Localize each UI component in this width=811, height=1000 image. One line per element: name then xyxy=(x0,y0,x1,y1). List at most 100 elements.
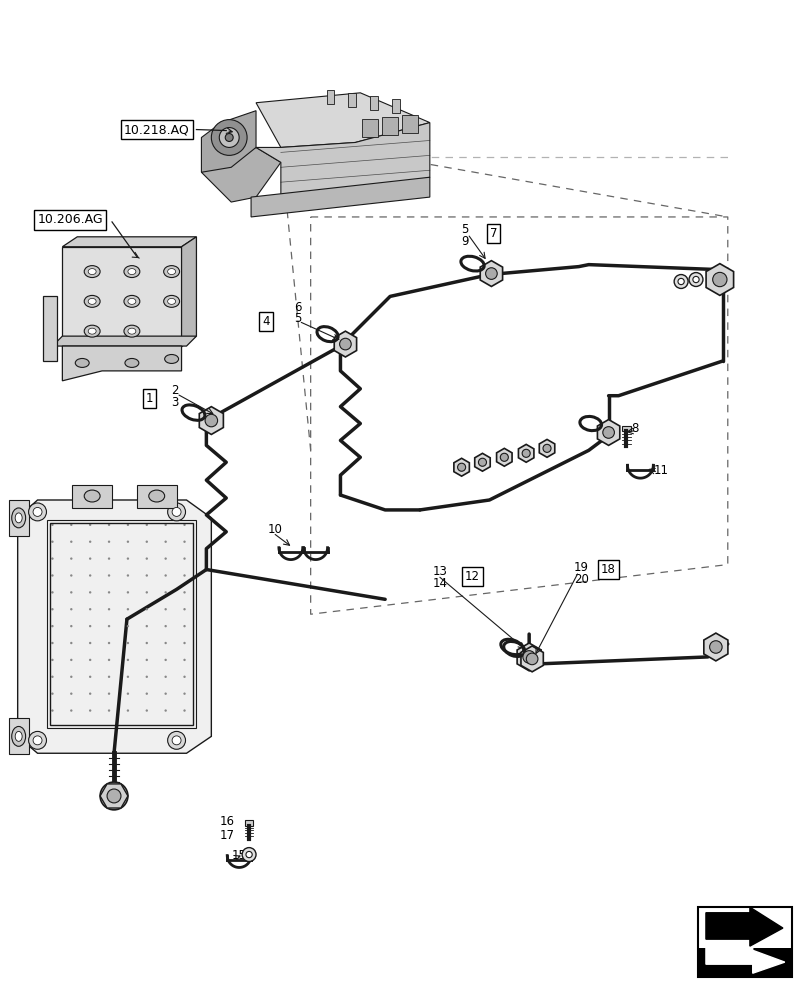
Text: 1: 1 xyxy=(146,392,153,405)
Circle shape xyxy=(522,651,534,663)
Circle shape xyxy=(127,557,129,560)
Text: 2: 2 xyxy=(171,384,179,397)
Polygon shape xyxy=(42,296,58,361)
Circle shape xyxy=(108,625,110,627)
Circle shape xyxy=(127,676,129,678)
Circle shape xyxy=(51,524,54,526)
Ellipse shape xyxy=(88,328,96,334)
Circle shape xyxy=(51,541,54,543)
Circle shape xyxy=(108,659,110,661)
Text: 17: 17 xyxy=(219,829,234,842)
Circle shape xyxy=(457,463,465,471)
Circle shape xyxy=(145,574,148,577)
Circle shape xyxy=(145,541,148,543)
Text: 7: 7 xyxy=(489,227,496,240)
Ellipse shape xyxy=(172,507,181,516)
Circle shape xyxy=(183,557,186,560)
Ellipse shape xyxy=(128,269,135,275)
Polygon shape xyxy=(474,453,490,471)
Ellipse shape xyxy=(167,731,185,749)
Circle shape xyxy=(145,625,148,627)
Bar xyxy=(362,119,378,137)
Circle shape xyxy=(70,709,72,712)
Text: 19: 19 xyxy=(573,561,588,574)
Circle shape xyxy=(165,557,166,560)
Circle shape xyxy=(70,625,72,627)
Circle shape xyxy=(165,642,166,644)
Ellipse shape xyxy=(15,731,22,741)
Polygon shape xyxy=(201,147,281,202)
Circle shape xyxy=(689,273,702,286)
Polygon shape xyxy=(517,444,534,462)
Ellipse shape xyxy=(124,266,139,278)
Circle shape xyxy=(339,338,351,350)
Polygon shape xyxy=(18,500,211,753)
Circle shape xyxy=(51,692,54,695)
Circle shape xyxy=(183,642,186,644)
Polygon shape xyxy=(255,123,429,197)
Circle shape xyxy=(165,709,166,712)
Polygon shape xyxy=(705,943,783,973)
Circle shape xyxy=(165,625,166,627)
Ellipse shape xyxy=(167,298,175,304)
Circle shape xyxy=(127,541,129,543)
Text: 18: 18 xyxy=(600,563,616,576)
Circle shape xyxy=(107,789,121,803)
Bar xyxy=(50,523,193,725)
Ellipse shape xyxy=(88,298,96,304)
Text: 6: 6 xyxy=(294,301,301,314)
Ellipse shape xyxy=(11,726,26,746)
Ellipse shape xyxy=(124,295,139,307)
Ellipse shape xyxy=(172,736,181,745)
Bar xyxy=(370,96,378,110)
Circle shape xyxy=(183,574,186,577)
Circle shape xyxy=(145,557,148,560)
Ellipse shape xyxy=(11,508,26,528)
Text: 3: 3 xyxy=(171,396,178,409)
Text: 16: 16 xyxy=(219,815,234,828)
Polygon shape xyxy=(705,907,782,946)
Ellipse shape xyxy=(125,358,139,367)
Circle shape xyxy=(478,458,486,466)
Text: 13: 13 xyxy=(432,565,447,578)
Circle shape xyxy=(108,642,110,644)
Circle shape xyxy=(70,692,72,695)
Circle shape xyxy=(108,608,110,610)
Circle shape xyxy=(485,268,496,279)
Polygon shape xyxy=(53,336,196,346)
Circle shape xyxy=(127,625,129,627)
Circle shape xyxy=(145,608,148,610)
Circle shape xyxy=(145,692,148,695)
Ellipse shape xyxy=(88,269,96,275)
Circle shape xyxy=(51,608,54,610)
Text: 20: 20 xyxy=(573,573,588,586)
Text: 11: 11 xyxy=(653,464,667,477)
Text: 4: 4 xyxy=(262,315,269,328)
Circle shape xyxy=(127,659,129,661)
Ellipse shape xyxy=(167,503,185,521)
Circle shape xyxy=(89,574,92,577)
Circle shape xyxy=(70,524,72,526)
Ellipse shape xyxy=(165,355,178,363)
Text: 5: 5 xyxy=(461,223,469,236)
Circle shape xyxy=(183,659,186,661)
Bar xyxy=(697,907,792,977)
Circle shape xyxy=(108,676,110,678)
Ellipse shape xyxy=(124,325,139,337)
Circle shape xyxy=(242,848,255,862)
Circle shape xyxy=(246,851,252,858)
Ellipse shape xyxy=(164,295,179,307)
Circle shape xyxy=(165,591,166,594)
Ellipse shape xyxy=(84,266,100,278)
Circle shape xyxy=(211,120,247,155)
Polygon shape xyxy=(706,264,732,295)
Circle shape xyxy=(127,608,129,610)
Circle shape xyxy=(183,676,186,678)
Circle shape xyxy=(543,444,551,452)
Circle shape xyxy=(51,591,54,594)
Circle shape xyxy=(165,574,166,577)
Circle shape xyxy=(145,676,148,678)
Circle shape xyxy=(165,541,166,543)
Circle shape xyxy=(127,524,129,526)
Ellipse shape xyxy=(75,358,89,367)
